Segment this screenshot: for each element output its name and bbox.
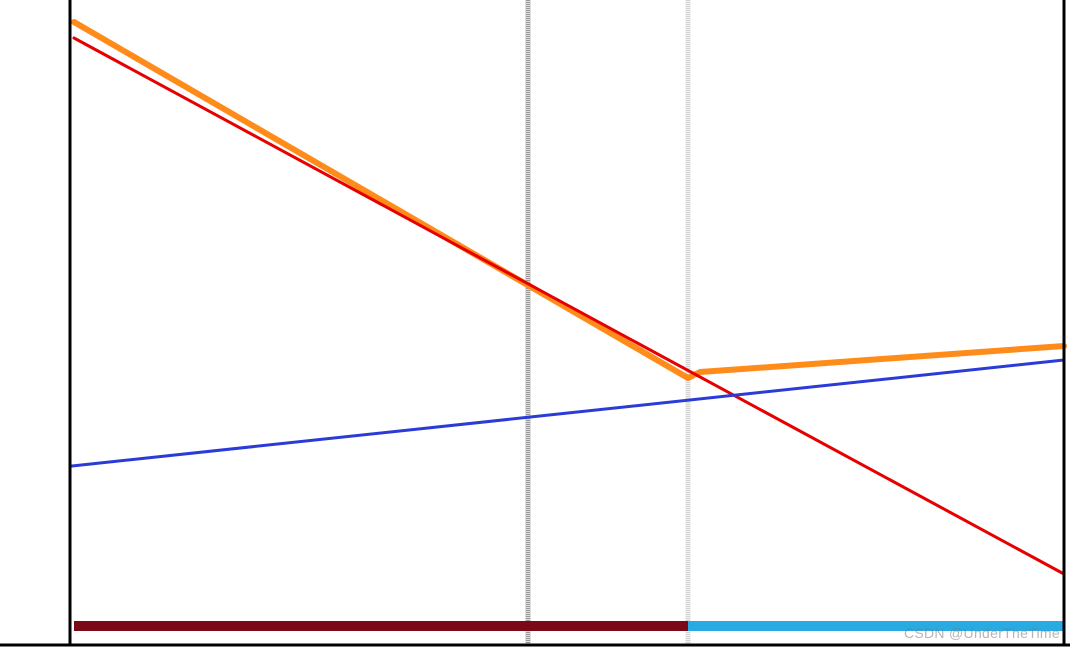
line-chart xyxy=(0,0,1070,647)
chart-background xyxy=(0,0,1070,647)
chart-stage: CSDN @UnderTheTime xyxy=(0,0,1070,647)
